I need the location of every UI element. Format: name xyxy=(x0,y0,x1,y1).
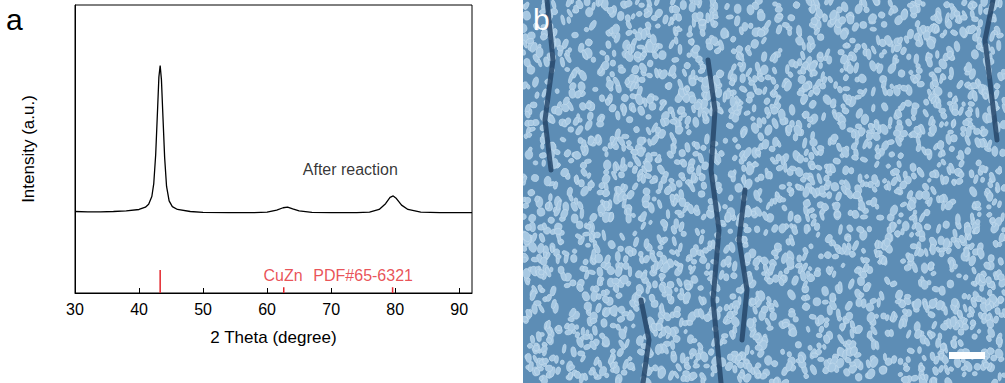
svg-text:b: b xyxy=(533,3,550,36)
svg-text:CuZn: CuZn xyxy=(264,267,303,284)
svg-text:a: a xyxy=(6,3,23,36)
svg-text:60: 60 xyxy=(258,301,276,318)
svg-text:70: 70 xyxy=(322,301,340,318)
svg-text:30: 30 xyxy=(66,301,84,318)
svg-text:90: 90 xyxy=(450,301,468,318)
svg-text:PDF#65-6321: PDF#65-6321 xyxy=(313,267,413,284)
svg-text:Intensity (a.u.): Intensity (a.u.) xyxy=(19,95,38,203)
svg-text:40: 40 xyxy=(130,301,148,318)
svg-text:80: 80 xyxy=(386,301,404,318)
svg-text:50: 50 xyxy=(194,301,212,318)
svg-text:2 Theta (degree): 2 Theta (degree) xyxy=(210,328,336,347)
svg-text:After reaction: After reaction xyxy=(303,161,398,178)
